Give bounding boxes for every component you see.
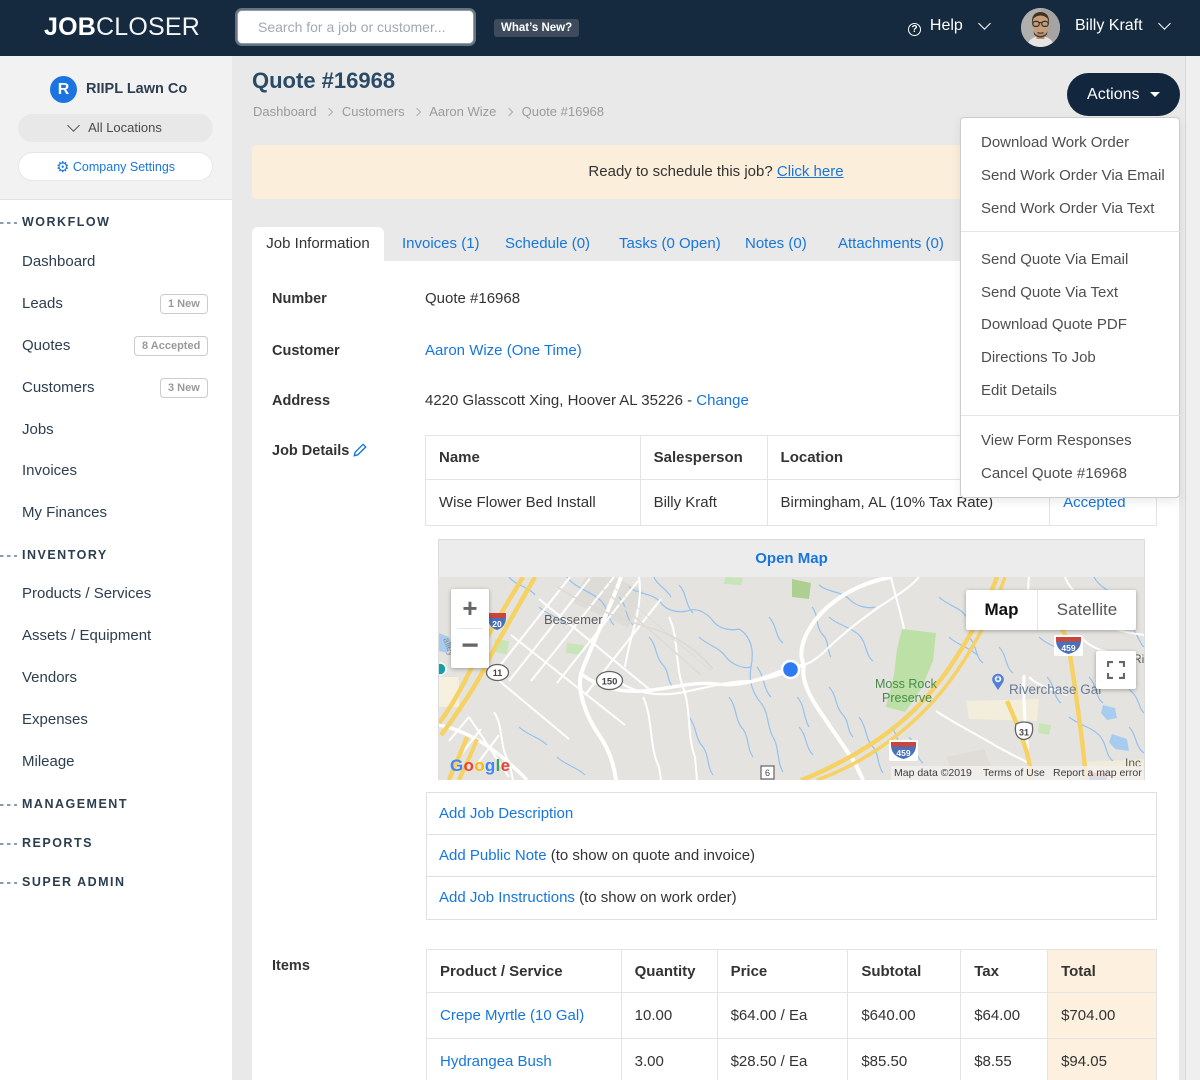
svg-text:31: 31 <box>1019 728 1029 738</box>
svg-text:Terms of Use: Terms of Use <box>983 767 1045 779</box>
svg-text:Google: Google <box>450 756 510 775</box>
svg-text:20: 20 <box>492 619 502 629</box>
svg-text:Preserve: Preserve <box>882 691 932 705</box>
svg-text:Ric: Ric <box>1133 652 1144 666</box>
svg-text:6: 6 <box>765 768 770 778</box>
svg-text:Report a map error: Report a map error <box>1053 767 1142 779</box>
svg-text:11: 11 <box>493 668 503 678</box>
svg-text:Riverchase Gal: Riverchase Gal <box>1009 682 1101 697</box>
svg-text:459: 459 <box>896 748 910 758</box>
svg-text:Bessemer: Bessemer <box>544 612 603 627</box>
svg-text:Moss Rock: Moss Rock <box>875 677 938 691</box>
svg-text:459: 459 <box>1061 643 1075 653</box>
svg-text:150: 150 <box>602 677 618 688</box>
svg-text:Map data ©2019: Map data ©2019 <box>894 767 972 779</box>
